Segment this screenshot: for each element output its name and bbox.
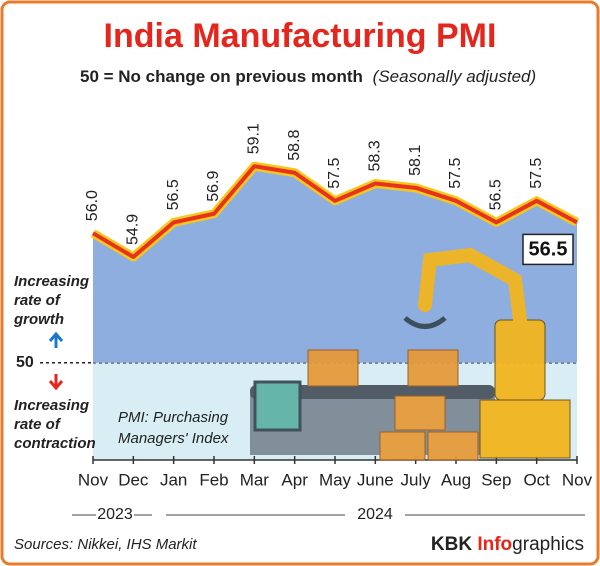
value-label: 59.1 [246,123,263,154]
up-arrow [48,331,64,348]
x-tick-label: Feb [199,470,228,489]
definition-line: PMI: Purchasing [118,409,229,426]
robot-base [479,399,571,459]
box [307,349,359,387]
definition: PMI: Purchasing Managers' Index [118,409,232,447]
x-tick-label: Mar [240,470,270,489]
contraction-note-line: Increasing [14,397,89,414]
subtitle: 50 = No change on previous month (Season… [80,67,536,86]
value-label-box [522,233,574,266]
value-label: 57.5 [447,158,464,189]
screen [253,380,302,432]
illustration [250,247,571,461]
box [427,431,479,461]
credit: KBK Infographics [431,534,584,555]
source: Sources: Nikkei, IHS Markit [14,536,197,553]
robot-claw [403,316,447,329]
x-tick-label: Apr [281,470,308,489]
x-tick-label: Sep [481,470,511,489]
x-tick-label: May [319,470,352,489]
contraction-note: Increasing rate of contraction [14,397,96,452]
value-label: 57.5 [326,158,343,189]
subtitle-main: 50 = No change on previous month [80,67,363,86]
contraction-note-line: rate of [14,416,62,433]
value-label: 58.8 [286,129,303,160]
x-tick-label: Nov [562,470,593,489]
year-label: 2024 [357,506,393,523]
growth-note: Increasing rate of growth [13,273,93,328]
down-arrow [48,374,64,391]
subtitle-note: (Seasonally adjusted) [373,67,536,86]
value-label: 56.0 [84,190,101,221]
x-tick-label: July [401,470,432,489]
x-tick-label: Nov [78,470,109,489]
year-label: 2023 [97,506,133,523]
x-tick-label: Dec [118,470,149,489]
robot-arm [418,247,527,327]
value-label: 56.5 [529,239,568,261]
value-label: 56.5 [488,179,505,210]
growth-note-line: Increasing [14,273,89,290]
box [407,349,459,387]
contraction-note-line: contraction [14,435,96,452]
box [379,431,426,461]
y-tick-label: 50 [16,354,34,371]
value-label: 58.1 [407,145,424,176]
x-tick-label: Jan [160,470,187,489]
x-tick-label: Oct [523,470,550,489]
robot-body [494,319,546,401]
credit-part: graphics [512,534,584,555]
x-tick-label: June [357,470,394,489]
line [91,164,578,259]
credit-part: KBK [431,534,477,555]
credit-part: Info [477,534,512,555]
value-label: 58.3 [367,140,384,171]
x-tick-label: Aug [441,470,471,489]
definition-line: Managers' Index [118,430,229,447]
value-label: 56.5 [165,179,182,210]
value-label: 54.9 [125,214,142,245]
value-label: 57.5 [528,158,545,189]
box [394,395,446,431]
growth-note-line: growth [13,311,64,328]
chart-title: India Manufacturing PMI [104,17,497,55]
value-label: 56.9 [205,171,222,202]
growth-note-line: rate of [14,292,62,309]
